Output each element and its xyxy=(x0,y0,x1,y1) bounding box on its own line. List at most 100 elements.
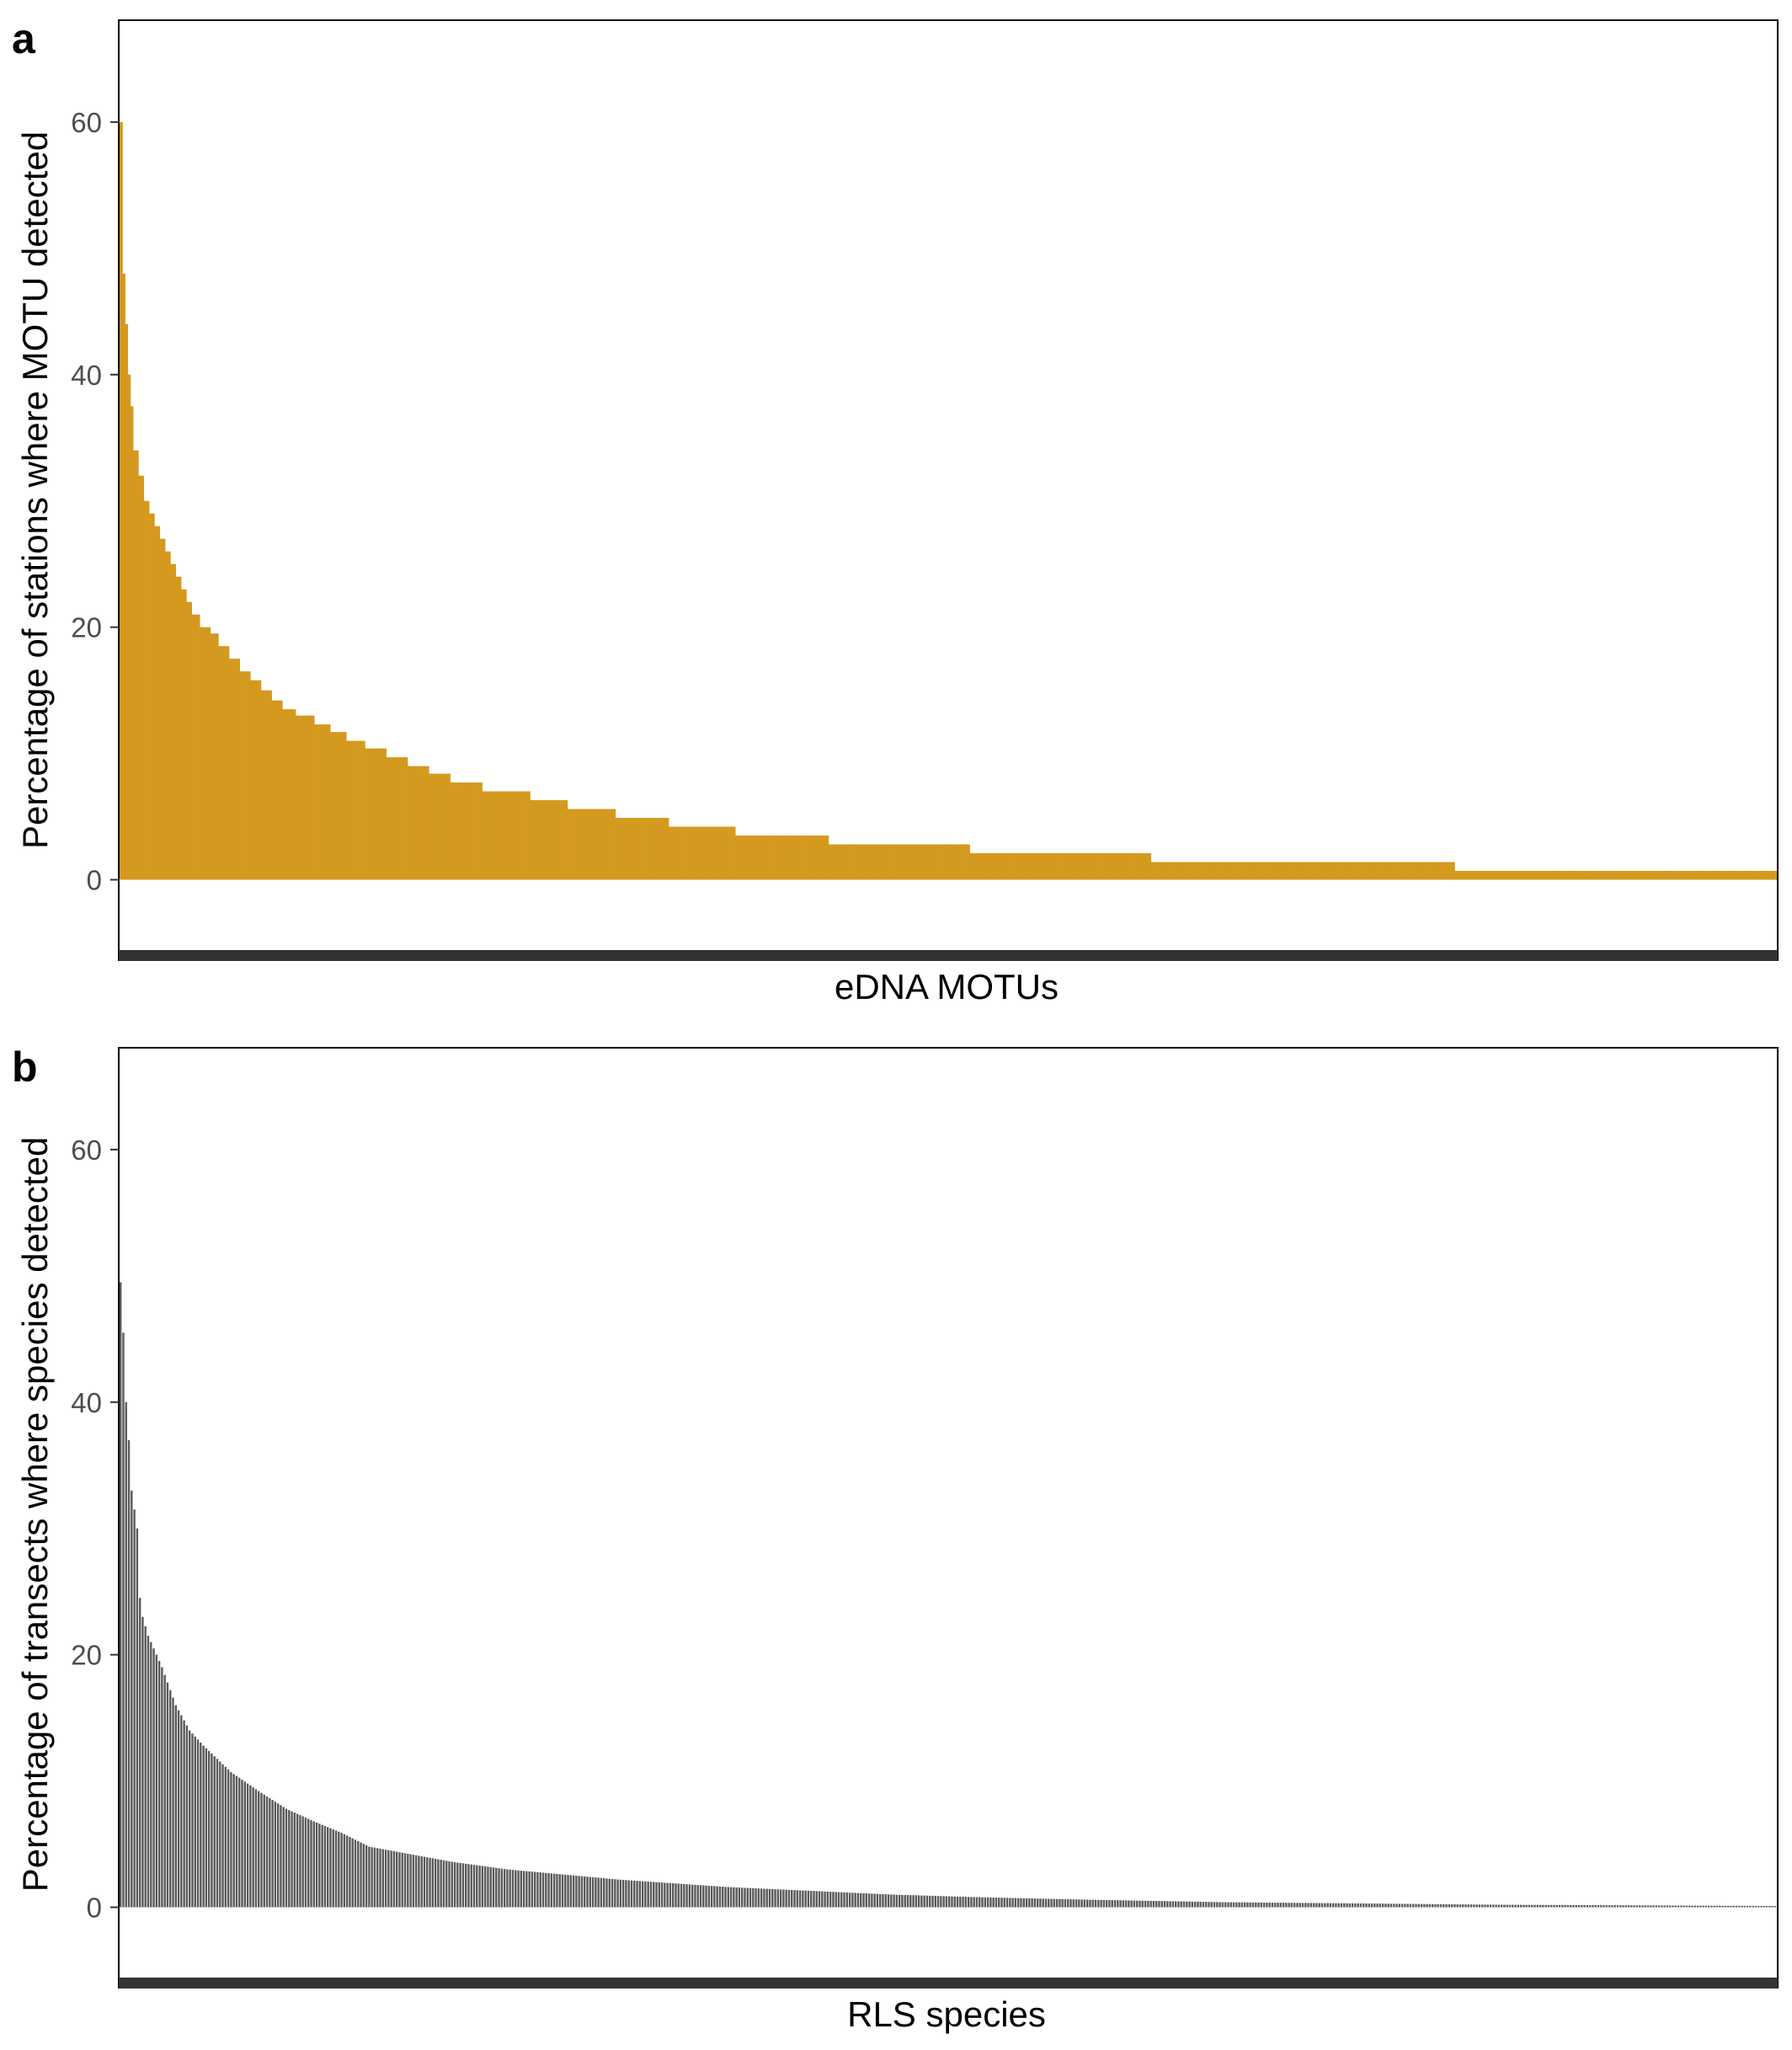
panel-a-bar xyxy=(801,835,805,880)
panel-a-bar xyxy=(1467,871,1471,880)
panel-a-bar xyxy=(1105,853,1109,880)
panel-b-bar xyxy=(865,1893,867,1908)
panel-b-bar xyxy=(959,1896,962,1908)
panel-b-bar xyxy=(1370,1903,1373,1908)
panel-a-bar xyxy=(1228,862,1231,880)
panel-a-bar xyxy=(263,690,267,880)
panel-a-bar xyxy=(578,809,581,880)
panel-a-bar xyxy=(402,757,406,880)
panel-b-bar xyxy=(633,1880,636,1908)
panel-a-bar xyxy=(521,791,525,880)
panel-b-bar xyxy=(254,1789,258,1908)
panel-b-bar xyxy=(125,1401,127,1908)
panel-a-bar xyxy=(706,826,709,880)
panel-b-bar xyxy=(258,1791,260,1908)
panel-a-bar xyxy=(1544,871,1549,880)
panel-b-bar xyxy=(729,1887,733,1908)
panel-b-bar xyxy=(299,1815,301,1908)
panel-b-bar xyxy=(1312,1903,1315,1908)
panel-b-bar xyxy=(666,1882,669,1908)
panel-a-bar xyxy=(271,700,275,880)
panel-b-bar xyxy=(934,1896,936,1908)
panel-b-bar xyxy=(893,1894,895,1908)
panel-a-bar xyxy=(282,709,285,880)
panel-b-bar xyxy=(470,1864,472,1908)
panel-a-bar xyxy=(916,844,920,880)
panel-a-bar xyxy=(237,659,240,880)
panel-a-bar xyxy=(766,835,771,880)
panel-a-bar xyxy=(1613,871,1618,880)
panel-b-bar xyxy=(1650,1905,1652,1908)
panel-a-bar xyxy=(607,809,611,880)
panel-b-bar xyxy=(586,1876,589,1908)
panel-b-bar xyxy=(1639,1905,1641,1908)
panel-b-bar xyxy=(1666,1905,1669,1908)
panel-a-bar xyxy=(777,835,781,880)
panel-b-bar xyxy=(1512,1904,1514,1908)
panel-a-bar xyxy=(727,826,731,880)
panel-a-bar xyxy=(633,818,637,880)
panel-b-bar xyxy=(1741,1905,1743,1908)
panel-b-bar xyxy=(418,1855,420,1908)
panel-b-bar xyxy=(133,1509,136,1908)
panel-a-bar xyxy=(1574,871,1578,880)
panel-a-bar xyxy=(381,748,384,880)
panel-b-bar xyxy=(420,1855,423,1908)
panel-a-bar xyxy=(1750,871,1754,880)
panel-b-bar xyxy=(365,1844,368,1908)
panel-b-bar xyxy=(1572,1904,1575,1908)
panel-b-bar xyxy=(779,1889,782,1908)
panel-a-bar xyxy=(642,818,645,880)
panel-b-bar xyxy=(327,1827,329,1908)
panel-b-bar xyxy=(882,1893,884,1908)
panel-a-y-axis-title: Percentage of stations where MOTU detect… xyxy=(15,131,55,849)
panel-b-bar xyxy=(345,1835,349,1908)
panel-a-bar xyxy=(1395,862,1400,880)
panel-b-bar xyxy=(260,1792,263,1908)
panel-a-bar xyxy=(1393,862,1397,880)
panel-b-bar xyxy=(329,1828,332,1908)
panel-a-bar xyxy=(1384,862,1389,880)
panel-b-bar xyxy=(727,1887,729,1908)
panel-b-bar xyxy=(1555,1904,1558,1908)
panel-b-bar xyxy=(1235,1902,1238,1908)
panel-a-bar xyxy=(564,800,568,880)
panel-b-bar xyxy=(448,1860,451,1908)
panel-b-bar xyxy=(224,1766,227,1908)
panel-a-bar xyxy=(612,809,616,880)
panel-a-bar xyxy=(132,450,136,880)
panel-b-bar xyxy=(1102,1899,1106,1908)
panel-b-bar xyxy=(163,1674,166,1908)
panel-a-bar xyxy=(999,853,1002,880)
panel-b-bar xyxy=(1262,1902,1266,1908)
panel-a-bar xyxy=(148,513,152,880)
panel-b-bar xyxy=(265,1796,269,1908)
panel-b-bar xyxy=(338,1831,340,1908)
panel-a-bar xyxy=(1358,862,1363,880)
panel-b-bar xyxy=(804,1890,807,1908)
panel-a-bar xyxy=(505,791,509,880)
panel-b-bar xyxy=(672,1883,675,1908)
panel-b-bar xyxy=(157,1661,161,1908)
panel-b-bar xyxy=(1583,1904,1586,1908)
panel-a-bar xyxy=(1763,871,1767,880)
panel-a-bar xyxy=(905,844,909,880)
panel-b-bar xyxy=(616,1879,619,1908)
panel-b-bar xyxy=(1219,1902,1221,1908)
panel-a-bar xyxy=(279,700,283,880)
panel-a-bar xyxy=(1372,862,1375,880)
panel-b-x-axis-strip xyxy=(119,1978,1778,1989)
panel-a-bar xyxy=(1089,853,1093,880)
panel-b-bar xyxy=(500,1868,504,1908)
panel-a-bar xyxy=(969,853,973,880)
panel-b-bar xyxy=(525,1871,528,1908)
panel-a-bar xyxy=(1209,862,1213,880)
panel-b-bar xyxy=(796,1890,798,1908)
panel-b-bar xyxy=(802,1890,804,1908)
panel-a-bar xyxy=(167,551,171,880)
panel-b-bar xyxy=(291,1811,293,1908)
panel-b-bar xyxy=(1282,1903,1285,1908)
panel-a-bar xyxy=(234,659,237,880)
panel-b-bar xyxy=(1005,1898,1009,1908)
panel-a-bar xyxy=(391,757,395,880)
